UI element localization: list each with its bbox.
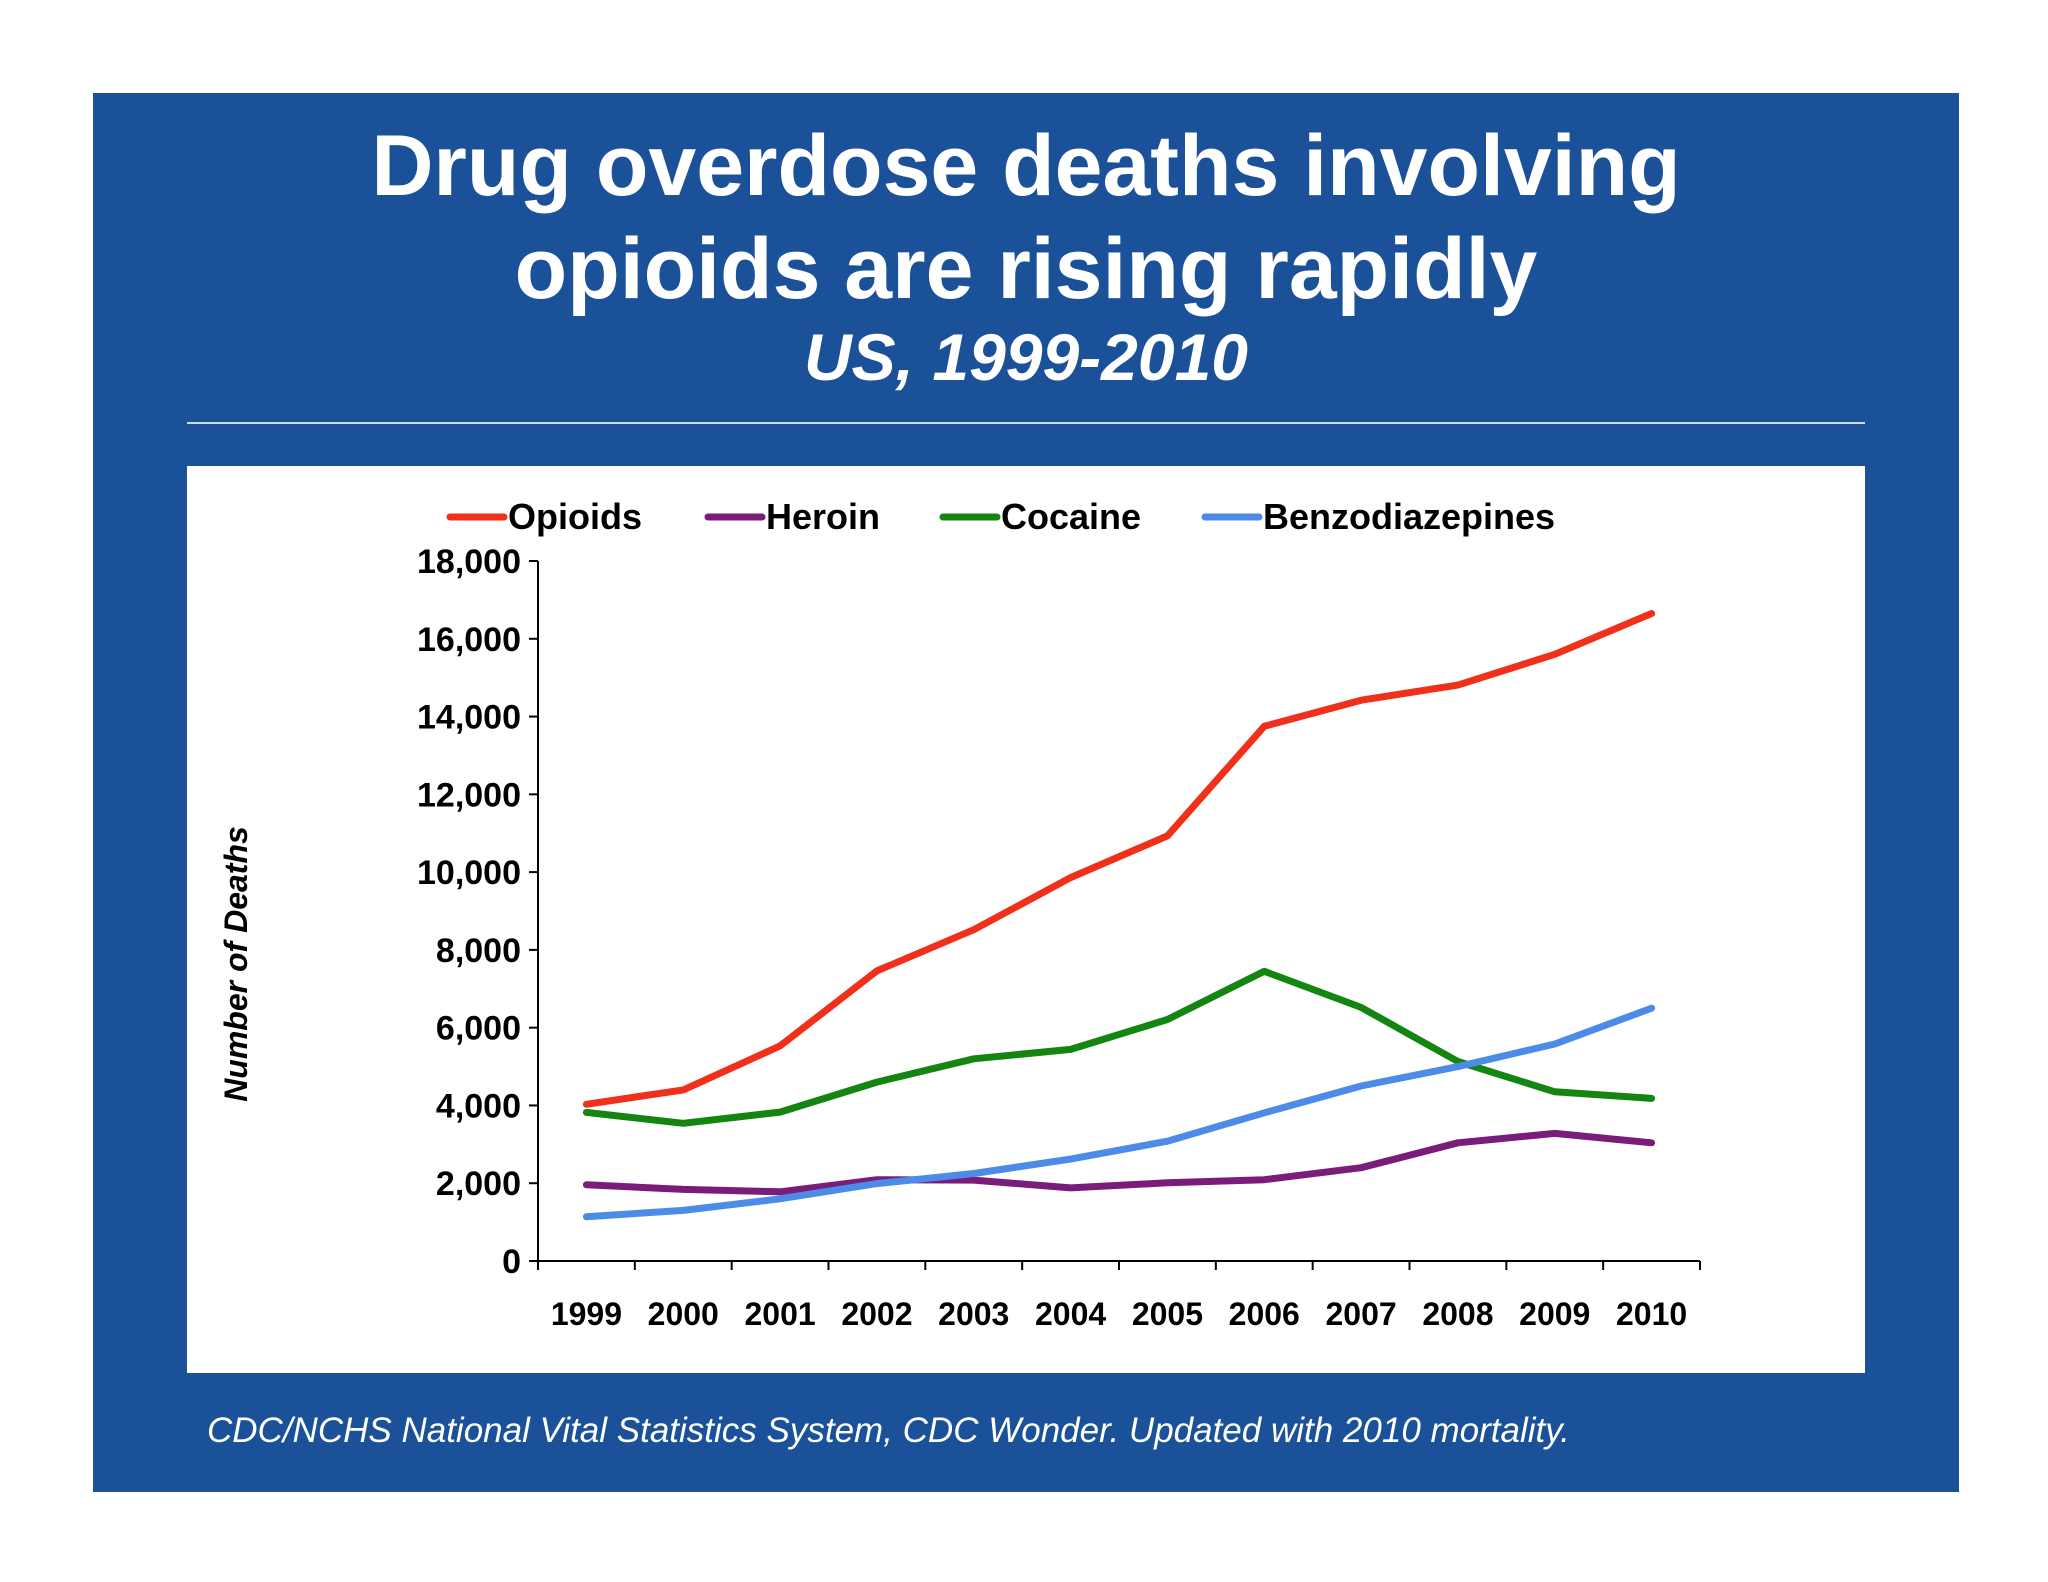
y-tick-label: 14,000: [417, 699, 521, 737]
legend-item-cocaine: Cocaine: [939, 496, 1141, 537]
legend-item-opioids: Opioids: [446, 496, 642, 537]
y-tick-label: 12,000: [417, 776, 521, 814]
y-tick-label: 10,000: [417, 854, 521, 892]
y-tick-label: 2,000: [436, 1165, 521, 1203]
x-tick-label: 2003: [938, 1296, 1009, 1332]
title-divider: [187, 422, 1865, 424]
x-tick-label: 2008: [1422, 1296, 1493, 1332]
series-line-benzodiazepines: [582, 1004, 1656, 1221]
slide-background: Drug overdose deaths involving opioids a…: [93, 93, 1959, 1492]
x-tick-label: 1999: [551, 1296, 622, 1332]
legend-label: Opioids: [508, 496, 642, 537]
y-tick-label: 18,000: [417, 543, 521, 581]
y-tick-label: 0: [502, 1243, 521, 1281]
x-tick-label: 2001: [744, 1296, 815, 1332]
title-line-2: opioids are rising rapidly: [514, 221, 1538, 317]
x-tick-label: 2009: [1519, 1296, 1590, 1332]
y-tick-label: 16,000: [417, 621, 521, 659]
legend-label: Cocaine: [1001, 496, 1141, 537]
chart-legend: Opioids Heroin Cocaine Benzodiazepines: [446, 496, 1555, 537]
slide-subtitle: US, 1999-2010: [804, 320, 1248, 394]
legend-item-benzodiazepines: Benzodiazepines: [1201, 496, 1555, 537]
legend-item-heroin: Heroin: [704, 496, 880, 537]
x-tick-label: 2005: [1132, 1296, 1203, 1332]
x-tick-label: 2007: [1325, 1296, 1396, 1332]
y-tick-label: 6,000: [436, 1010, 521, 1048]
y-axis-label: Number of Deaths: [218, 826, 254, 1102]
series-line-heroin: [582, 1129, 1656, 1196]
chart-panel: Opioids Heroin Cocaine Benzodiazepines 0 2,0…: [187, 466, 1865, 1373]
series-line-cocaine: [582, 967, 1656, 1127]
source-note: CDC/NCHS National Vital Statistics Syste…: [207, 1411, 1570, 1450]
legend-label: Benzodiazepines: [1263, 496, 1555, 537]
x-axis: 1999 2000 2001 2002 2003 2004 2005 2006 2007 2008…: [537, 1260, 1701, 1332]
y-tick-label: 4,000: [436, 1087, 521, 1125]
title-line-1: Drug overdose deaths involving: [371, 118, 1681, 214]
legend-label: Heroin: [766, 496, 880, 537]
x-tick-label: 2002: [841, 1296, 912, 1332]
x-tick-label: 2004: [1035, 1296, 1106, 1332]
series-line-opioids: [582, 610, 1656, 1108]
x-tick-label: 2006: [1229, 1296, 1300, 1332]
series-lines: [582, 610, 1656, 1221]
y-axis: 0 2,000 4,000 6,000 8,000 10,000 12,000 14,000 1…: [417, 543, 539, 1281]
slide-title: Drug overdose deaths involving opioids a…: [93, 115, 1959, 321]
line-chart: Opioids Heroin Cocaine Benzodiazepines 0 2,0…: [218, 496, 1701, 1332]
x-tick-label: 2000: [648, 1296, 719, 1332]
x-tick-label: 2010: [1616, 1296, 1687, 1332]
y-tick-label: 8,000: [436, 932, 521, 970]
